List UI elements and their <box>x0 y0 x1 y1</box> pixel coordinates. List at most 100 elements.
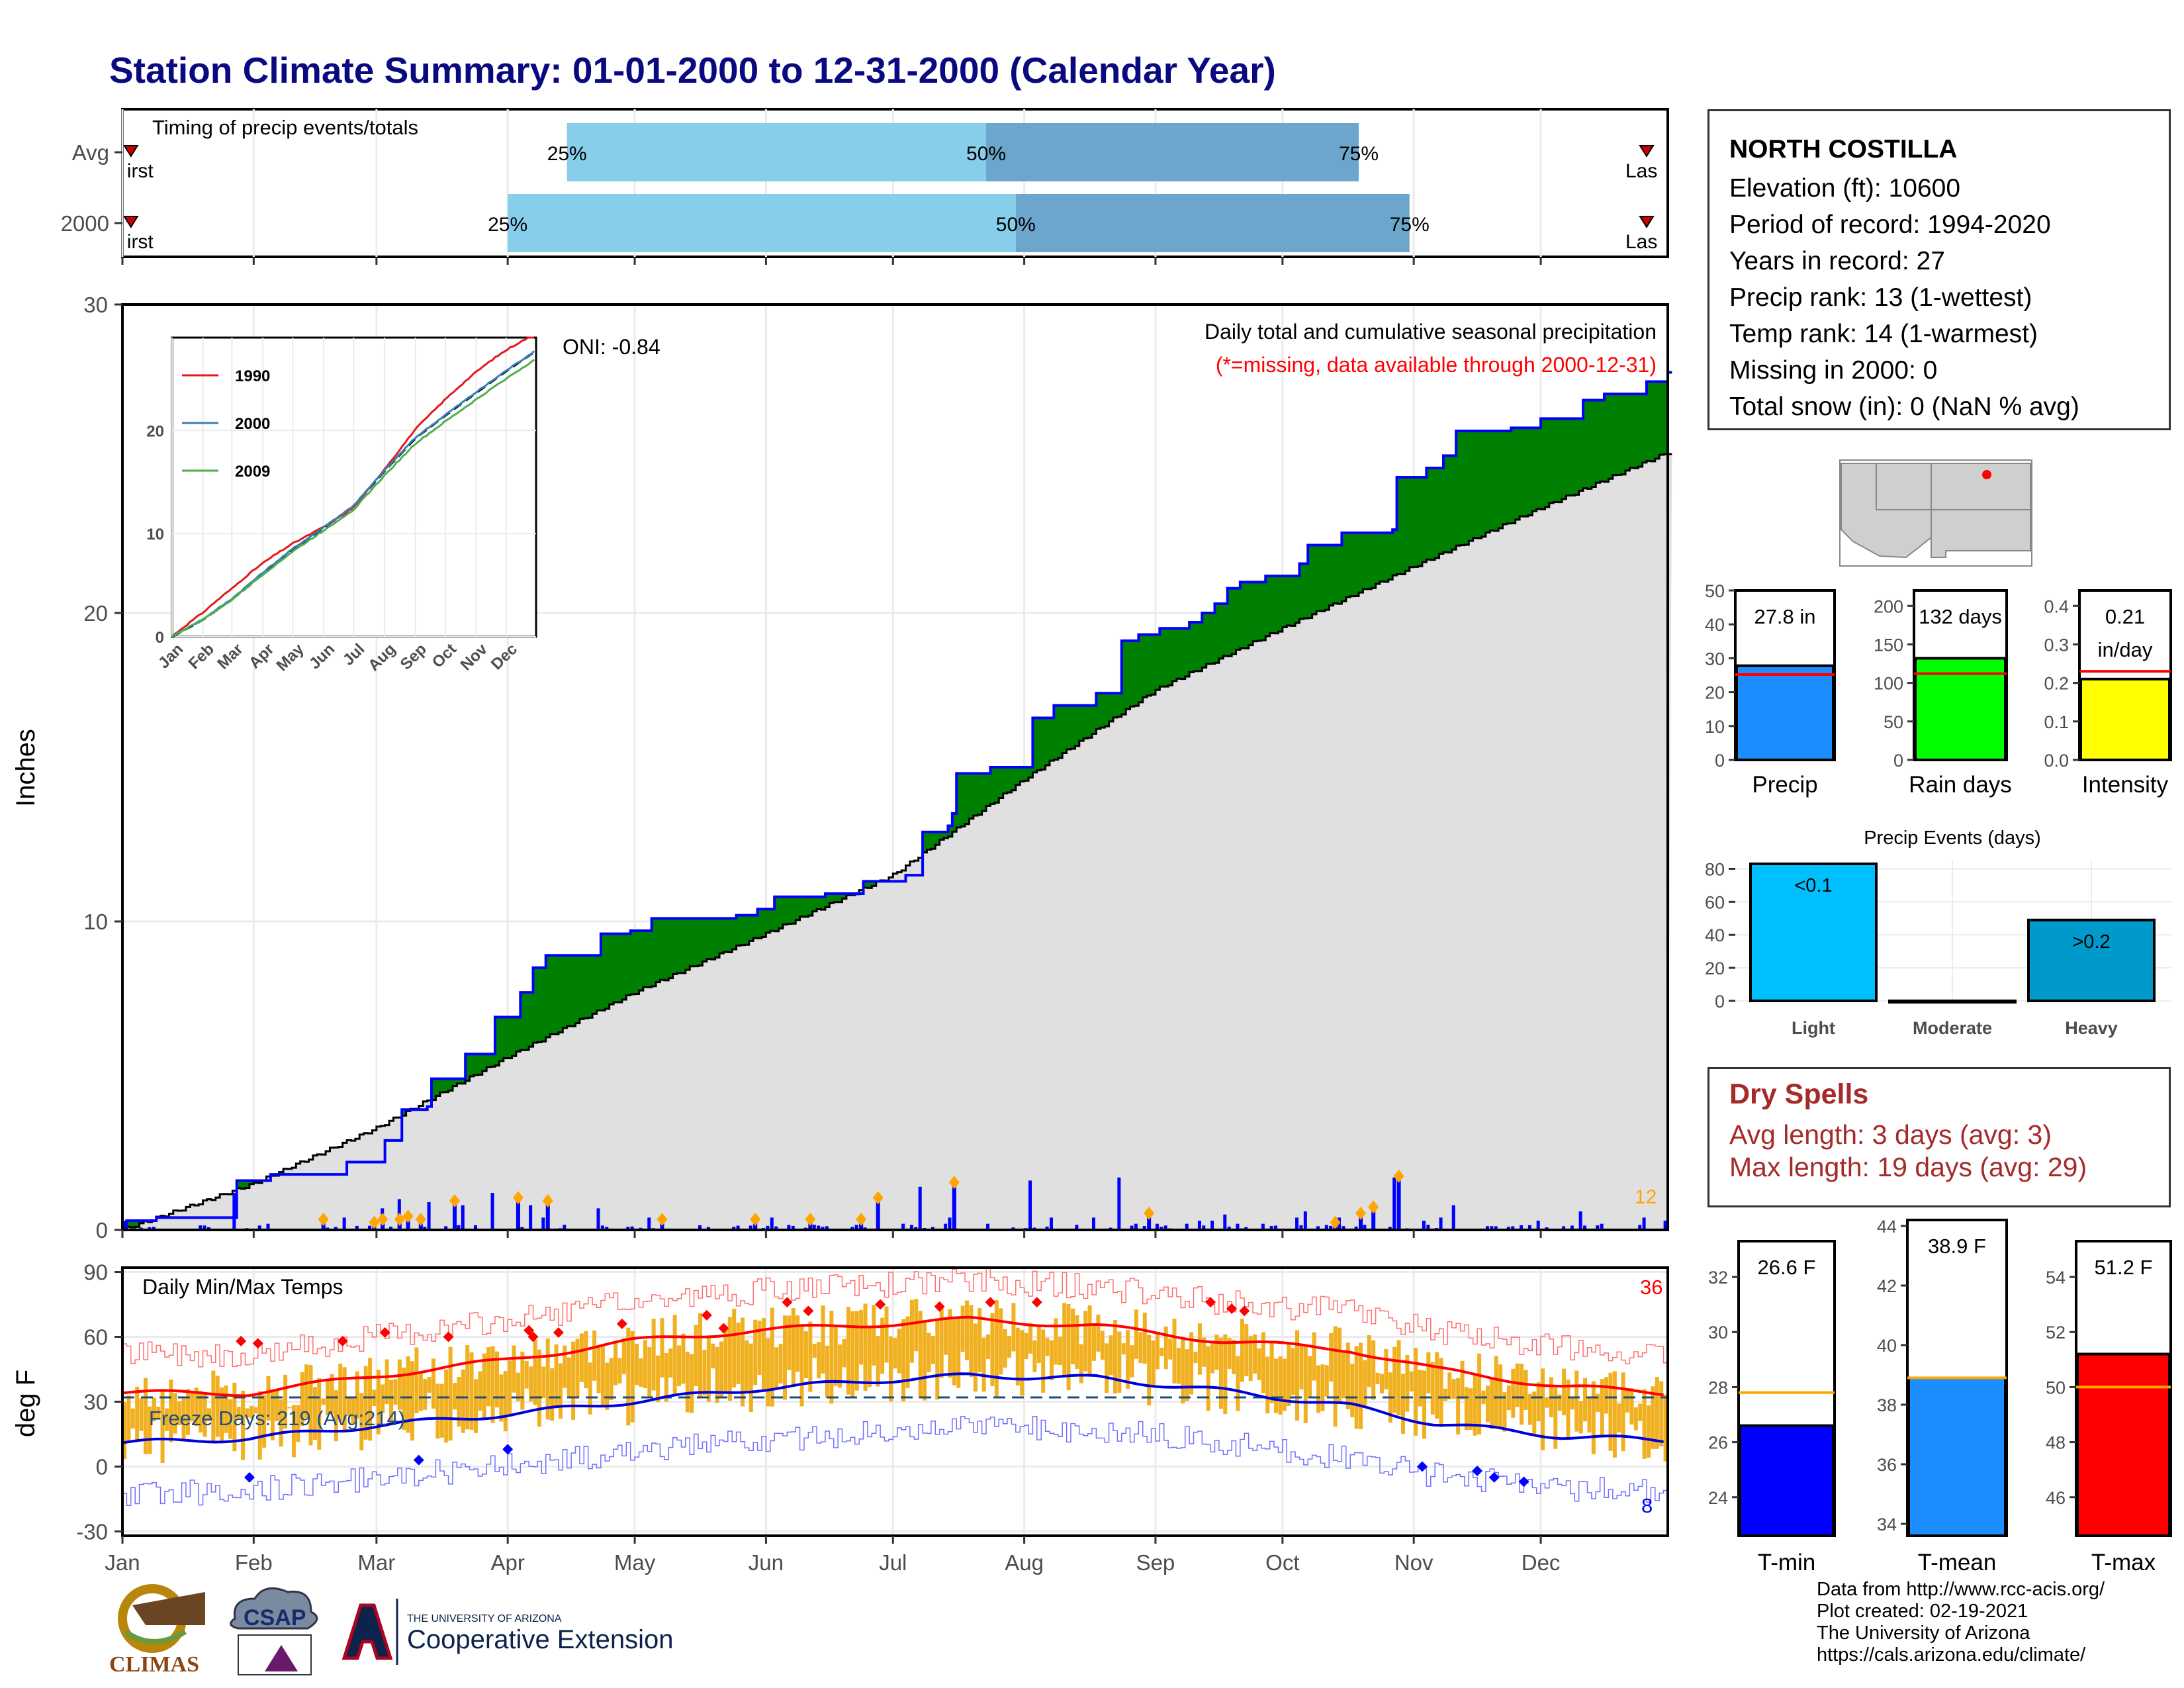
daily-temp-range-bar <box>1160 1347 1164 1356</box>
above-avg-fill <box>588 955 593 1018</box>
daily-temp-range-bar <box>803 1331 808 1378</box>
daily-temp-range-bar <box>1181 1339 1185 1404</box>
above-avg-fill <box>1287 576 1292 626</box>
y-tick-label: 42 <box>1877 1276 1897 1296</box>
temperature-chart: -30 0 30 60 90 Jan Feb Mar Apr May Jun Jul Aug Sep Oct… <box>11 1260 1669 1575</box>
first-label: irst <box>127 231 154 253</box>
daily-temp-range-bar <box>516 1372 520 1401</box>
above-avg-fill <box>960 773 966 827</box>
ua-logo: THE UNIVERSITY OF ARIZONA Cooperative Ex… <box>341 1599 673 1665</box>
above-avg-fill <box>1363 532 1368 589</box>
daily-temp-range-bar <box>342 1367 347 1433</box>
y-tick-label: 24 <box>1708 1488 1728 1508</box>
above-avg-fill <box>452 1078 457 1086</box>
above-avg-fill <box>1303 563 1308 619</box>
above-avg-fill <box>829 894 835 904</box>
daily-temp-range-bar <box>494 1351 499 1408</box>
record-low-marker <box>244 1472 255 1483</box>
summary-value-bar <box>2076 1352 2171 1538</box>
y-tick-label: 0.2 <box>2044 674 2069 694</box>
daily-precip-bar <box>850 1227 854 1230</box>
daily-precip-bar <box>854 1225 858 1230</box>
daily-temp-range-bar <box>584 1331 588 1389</box>
daily-temp-range-bar <box>999 1308 1003 1375</box>
daily-temp-range-bar <box>393 1379 398 1405</box>
daily-precip-bar <box>732 1227 736 1230</box>
above-avg-fill <box>592 955 597 1014</box>
daily-precip-bar <box>1142 1225 1146 1230</box>
daily-temp-range-bar <box>1147 1335 1152 1406</box>
daily-temp-range-bar <box>402 1368 406 1430</box>
daily-precip-bar <box>266 1223 270 1230</box>
daily-temp-range-bar <box>1105 1343 1109 1393</box>
daily-temp-range-bar <box>1257 1348 1261 1380</box>
above-avg-fill <box>1274 576 1279 633</box>
summary-value-bar <box>1739 1424 1835 1537</box>
above-avg-fill <box>1223 604 1228 656</box>
daily-temp-range-bar <box>749 1343 753 1413</box>
daily-temp-range-bar <box>308 1364 313 1446</box>
daily-temp-range-bar <box>965 1300 970 1360</box>
daily-precip-bar <box>148 1227 152 1230</box>
above-avg-fill <box>1062 705 1068 753</box>
above-avg-fill <box>821 896 826 910</box>
daily-temp-range-bar <box>1502 1392 1507 1432</box>
daily-temp-range-bar <box>901 1319 906 1402</box>
daily-temp-range-bar <box>1015 1327 1020 1386</box>
above-avg-fill <box>817 896 822 910</box>
daily-precip-bar <box>257 1225 261 1230</box>
daily-temp-range-bar <box>439 1383 444 1438</box>
daily-temp-range-bar <box>1058 1336 1062 1366</box>
daily-precip-bar <box>647 1217 651 1230</box>
extreme-precip-marker <box>377 1213 388 1227</box>
daily-temp-range-bar <box>1291 1348 1295 1395</box>
daily-temp-range-bar <box>1511 1368 1516 1418</box>
daily-temp-range-bar <box>918 1311 923 1399</box>
daily-temp-range-bar <box>1176 1347 1181 1384</box>
record-high-marker <box>934 1301 945 1312</box>
daily-temp-range-bar <box>630 1331 635 1423</box>
event-bar-label: >0.2 <box>2072 931 2110 953</box>
daily-temp-range-bar <box>1485 1385 1490 1423</box>
daily-temp-range-bar <box>452 1383 457 1410</box>
above-avg-fill <box>1621 394 1626 475</box>
station-location-map <box>1839 459 2032 567</box>
daily-temp-range-bar <box>867 1328 872 1387</box>
csap-logo: CSAP <box>230 1587 318 1675</box>
daily-temp-range-bar <box>275 1390 279 1421</box>
daily-temp-range-bar <box>859 1309 864 1365</box>
above-avg-fill <box>1557 418 1563 502</box>
daily-temp-range-bar <box>444 1369 449 1443</box>
daily-temp-range-bar <box>766 1338 770 1407</box>
daily-temp-range-bar <box>664 1352 668 1402</box>
above-avg-fill <box>1659 381 1664 455</box>
daily-temp-range-bar <box>533 1339 537 1405</box>
daily-temp-range-bar <box>1520 1364 1524 1425</box>
above-avg-fill <box>1527 428 1533 516</box>
daily-temp-range-bar <box>812 1343 817 1358</box>
above-avg-fill <box>1625 394 1630 471</box>
daily-temp-range-bar <box>1405 1355 1410 1412</box>
daily-temp-range-bar <box>245 1408 250 1418</box>
daily-precip-bar <box>1371 1208 1376 1230</box>
daily-temp-range-bar <box>1240 1318 1244 1382</box>
above-avg-fill <box>973 773 978 816</box>
daily-temp-range-bar <box>296 1405 300 1442</box>
above-avg-fill <box>1181 628 1186 679</box>
record-high-marker <box>1226 1303 1238 1315</box>
above-avg-fill <box>1236 588 1241 650</box>
above-avg-fill <box>1392 530 1398 576</box>
above-avg-fill <box>948 825 953 837</box>
daily-temp-range-bar <box>164 1408 169 1431</box>
above-avg-fill <box>1591 400 1596 487</box>
summary-value-label: 0.21 <box>2105 605 2145 628</box>
daily-temp-range-bar <box>745 1340 749 1392</box>
daily-temp-range-bar <box>1371 1340 1376 1400</box>
above-avg-fill <box>1253 582 1257 641</box>
daily-temp-range-bar <box>1308 1356 1312 1398</box>
daily-temp-range-bar <box>960 1305 965 1352</box>
daily-temp-range-bar <box>1062 1303 1067 1377</box>
above-avg-fill <box>1329 545 1334 606</box>
above-avg-fill <box>596 955 602 1011</box>
above-avg-fill <box>799 896 805 917</box>
